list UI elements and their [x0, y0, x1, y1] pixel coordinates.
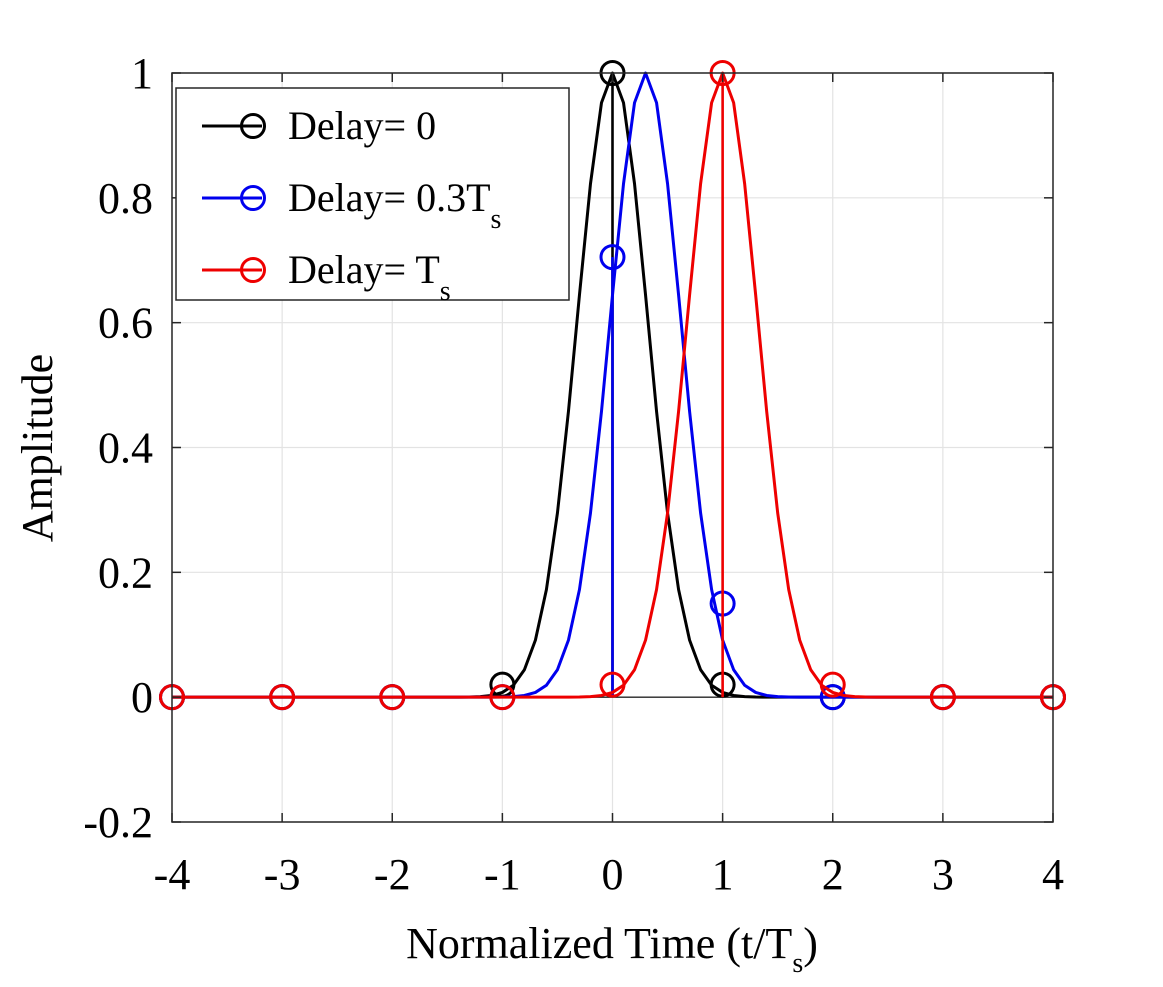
sample-marker: [819, 671, 846, 698]
legend-label: Delay= 0.3Ts: [288, 175, 501, 235]
x-tick-label: -4: [154, 850, 191, 899]
x-tick-label: 0: [602, 850, 624, 899]
legend-marker: [240, 257, 266, 283]
legend-marker: [240, 113, 266, 139]
y-tick-label: 1: [131, 49, 153, 98]
legend-label-sub: s: [440, 276, 451, 307]
legend-entry-3: Delay= Ts: [202, 247, 451, 307]
sample-marker: [489, 684, 516, 711]
x-tick-label: -1: [484, 850, 521, 899]
series-line: [172, 71, 1053, 699]
x-tick-label: 1: [712, 850, 734, 899]
sample-marker: [599, 244, 626, 271]
legend-marker: [240, 185, 266, 211]
x-axis-title-tail: ): [803, 919, 818, 968]
sample-marker: [819, 684, 846, 711]
x-tick-labels: -4 -3 -2 -1 0 1 2 3 4: [154, 850, 1064, 899]
legend-entry-1: Delay= 0: [202, 103, 436, 148]
x-axis-title: Normalized Time (t/Ts): [406, 919, 818, 979]
legend-label: Delay= 0: [288, 103, 436, 148]
legend-label-main: Delay= 0.3T: [288, 175, 491, 220]
y-tick-label: 0.6: [98, 299, 153, 348]
y-axis-title: Amplitude: [13, 354, 62, 542]
x-tick-label: -2: [374, 850, 411, 899]
x-axis-title-main: Normalized Time (t/T: [406, 919, 792, 968]
sample-marker: [379, 684, 406, 711]
legend-label: Delay= Ts: [288, 247, 451, 307]
y-tick-label: 0.8: [98, 174, 153, 223]
legend-label-sub: s: [491, 204, 502, 235]
y-tick-labels: -0.2 0 0.2 0.4 0.6 0.8 1: [83, 49, 153, 847]
x-tick-label: 3: [932, 850, 954, 899]
y-tick-label: -0.2: [83, 798, 153, 847]
legend-entry-2: Delay= 0.3Ts: [202, 175, 501, 235]
x-tick-label: 4: [1042, 850, 1064, 899]
sample-marker: [269, 684, 296, 711]
y-tick-label: 0.2: [98, 548, 153, 597]
y-tick-label: 0.4: [98, 424, 153, 473]
sample-marker: [929, 684, 956, 711]
x-axis-title-sub: s: [792, 948, 803, 979]
legend-label-main: Delay= T: [288, 247, 440, 292]
sample-marker: [599, 671, 626, 698]
x-tick-label: -3: [264, 850, 301, 899]
x-tick-label: 2: [822, 850, 844, 899]
y-tick-label: 0: [131, 673, 153, 722]
legend-label-main: Delay= 0: [288, 103, 436, 148]
